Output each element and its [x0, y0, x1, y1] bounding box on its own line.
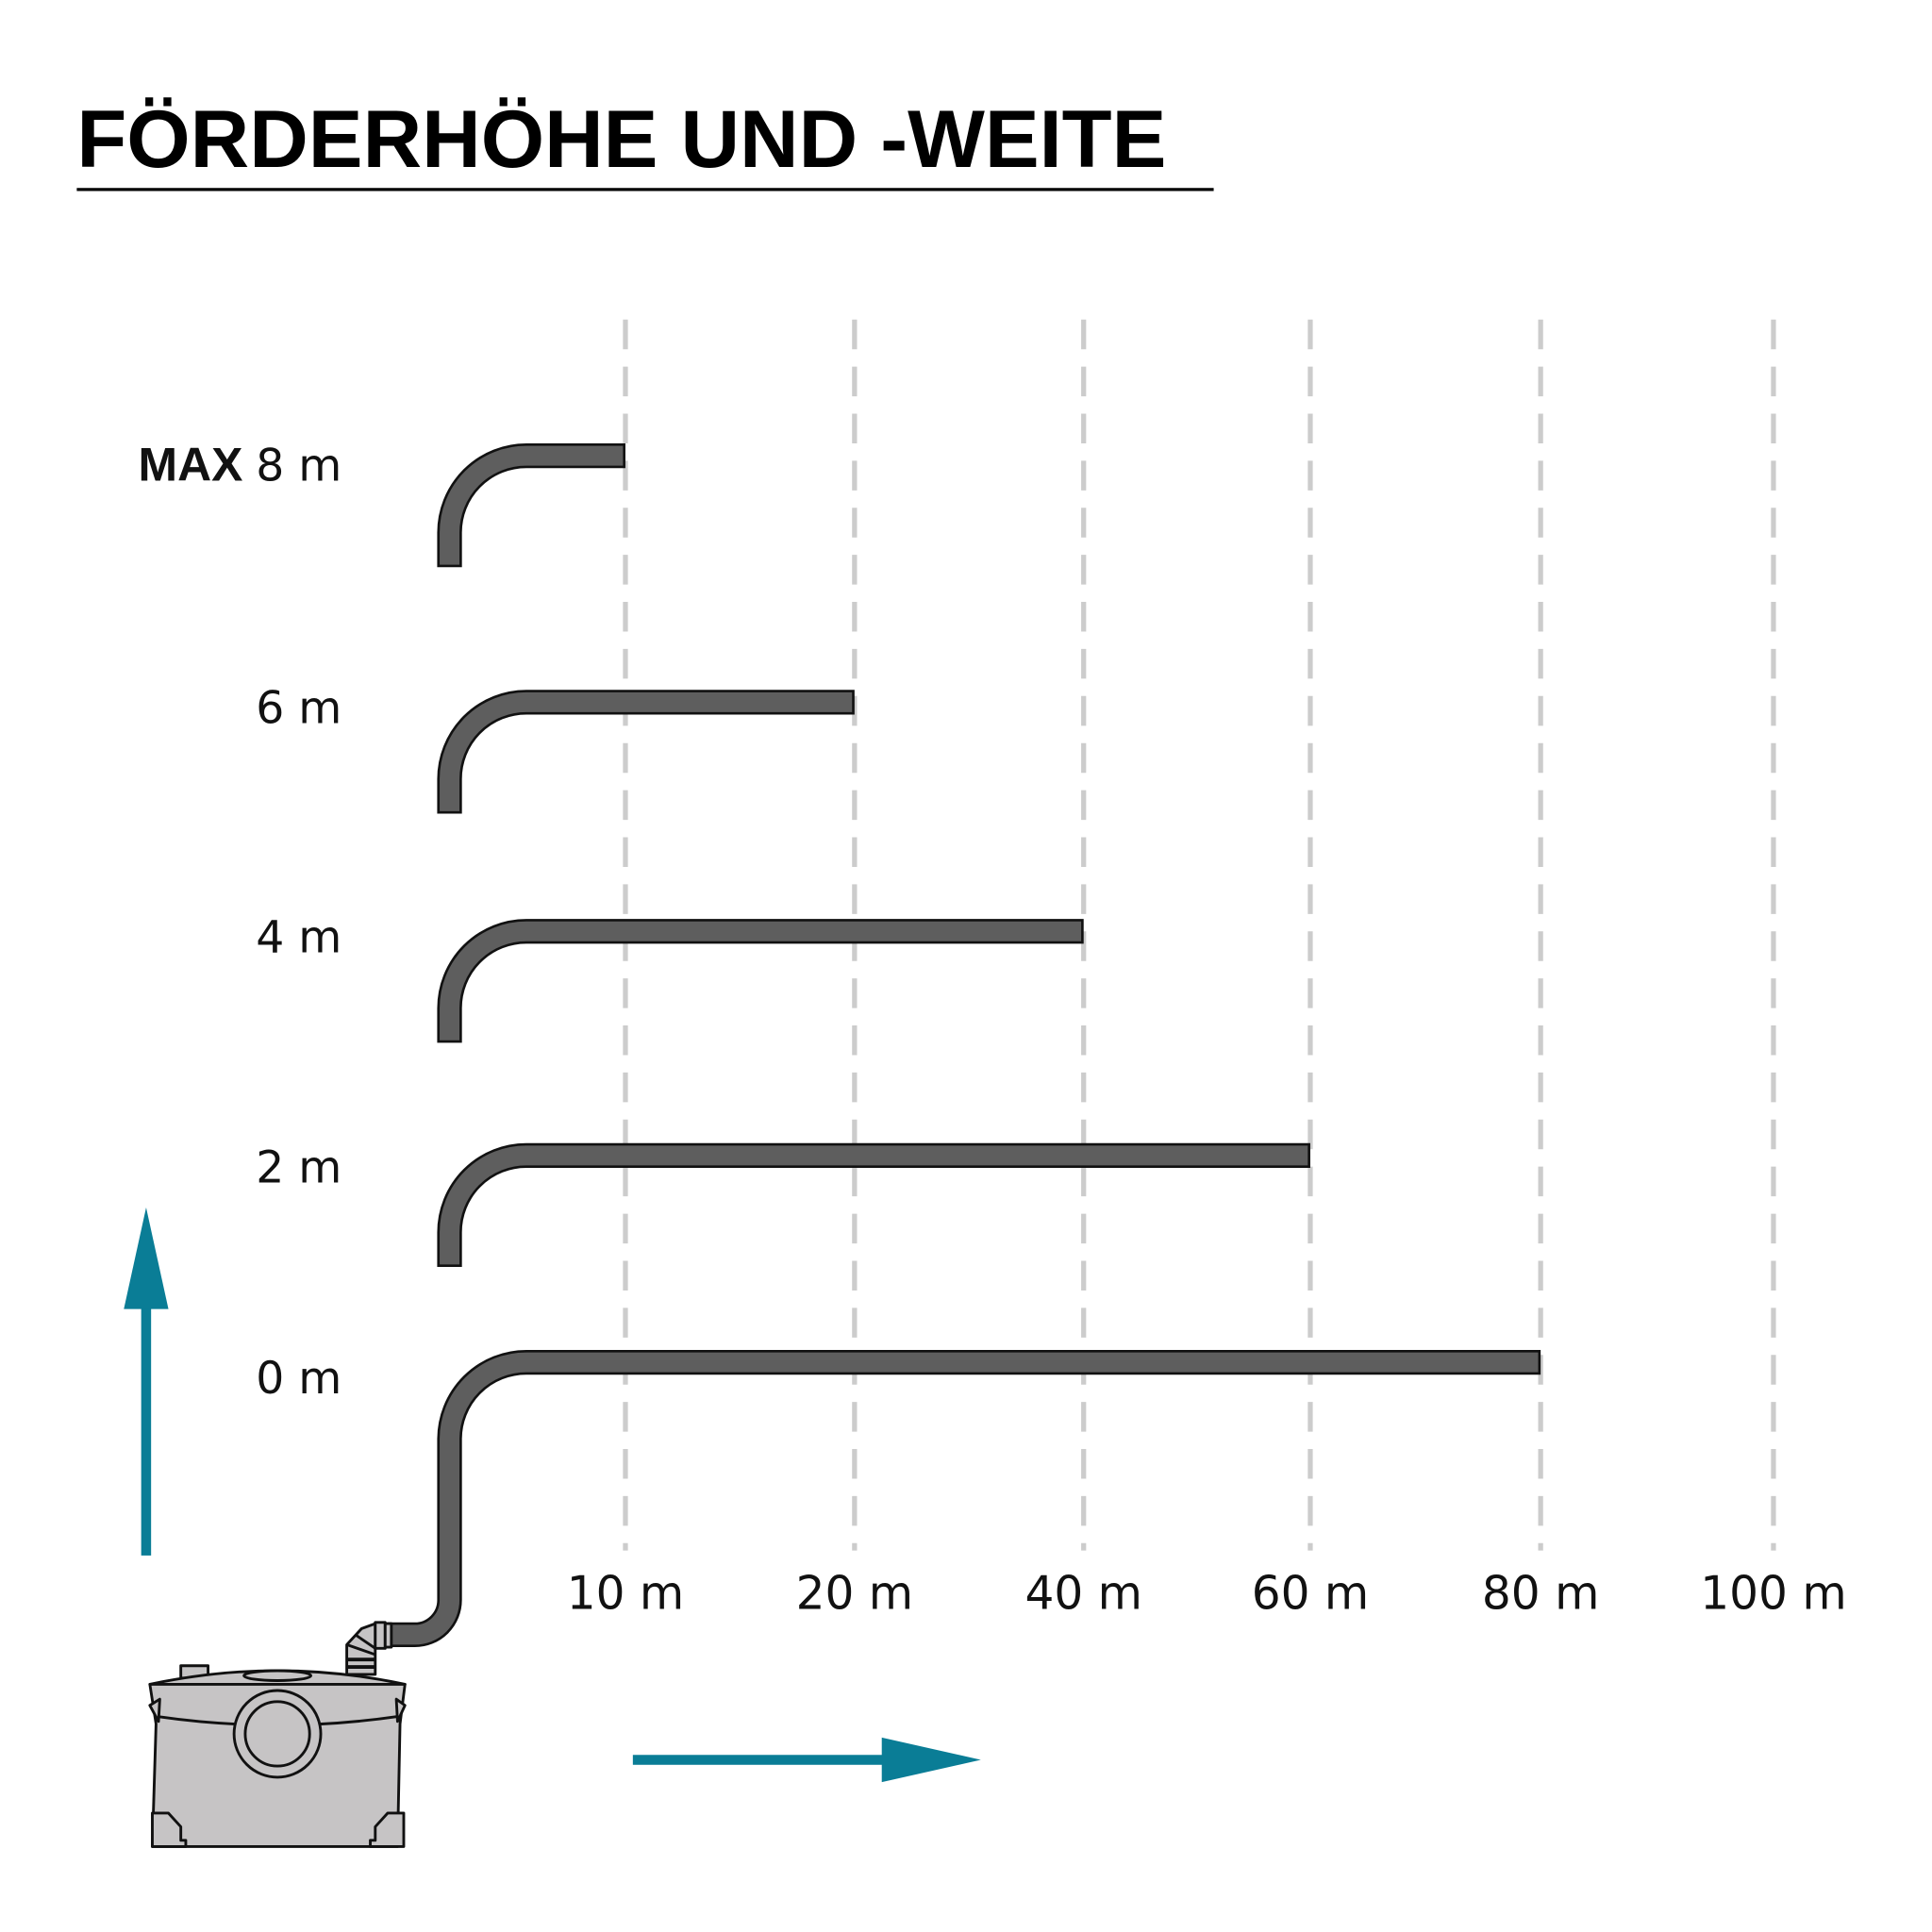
- pipe-rows: [387, 442, 1541, 1648]
- pipe-0m: [387, 1349, 1541, 1648]
- x-tick-label: 60 m: [1252, 1567, 1370, 1620]
- height-label: 0 m: [256, 1353, 341, 1405]
- x-tick-label: 10 m: [567, 1567, 685, 1620]
- pipe-2m: [437, 1142, 1310, 1268]
- y-tick-label: 0 m: [256, 1353, 341, 1405]
- x-tick-label: 100 m: [1700, 1567, 1846, 1620]
- y-tick-label: 6 m: [256, 683, 341, 735]
- height-label: 2 m: [256, 1142, 341, 1194]
- pipe-4m: [437, 919, 1084, 1043]
- pump-illustration: [148, 1621, 407, 1848]
- x-tick-label: 20 m: [796, 1567, 914, 1620]
- max-prefix: MAX: [139, 438, 257, 491]
- y-tick-label: 4 m: [256, 912, 341, 964]
- height-label: 8 m: [256, 440, 341, 491]
- arrow-up-icon: [124, 1208, 169, 1556]
- x-tick-labels: 10 m 20 m 40 m 60 m 80 m 100 m: [567, 1567, 1847, 1620]
- y-tick-labels: MAX 8 m 6 m 4 m 2 m 0 m: [139, 438, 342, 1405]
- height-label: 4 m: [256, 912, 341, 964]
- arrow-right-icon: [632, 1737, 981, 1783]
- page-title: FÖRDERHÖHE UND -WEITE: [76, 94, 1166, 185]
- x-tick-label: 80 m: [1482, 1567, 1600, 1620]
- y-tick-label: 2 m: [256, 1142, 341, 1194]
- y-tick-label: MAX 8 m: [139, 438, 342, 491]
- pipe-6m: [437, 690, 855, 814]
- height-label: 6 m: [256, 683, 341, 735]
- pipe-8m: [437, 442, 625, 568]
- x-tick-label: 40 m: [1024, 1567, 1142, 1620]
